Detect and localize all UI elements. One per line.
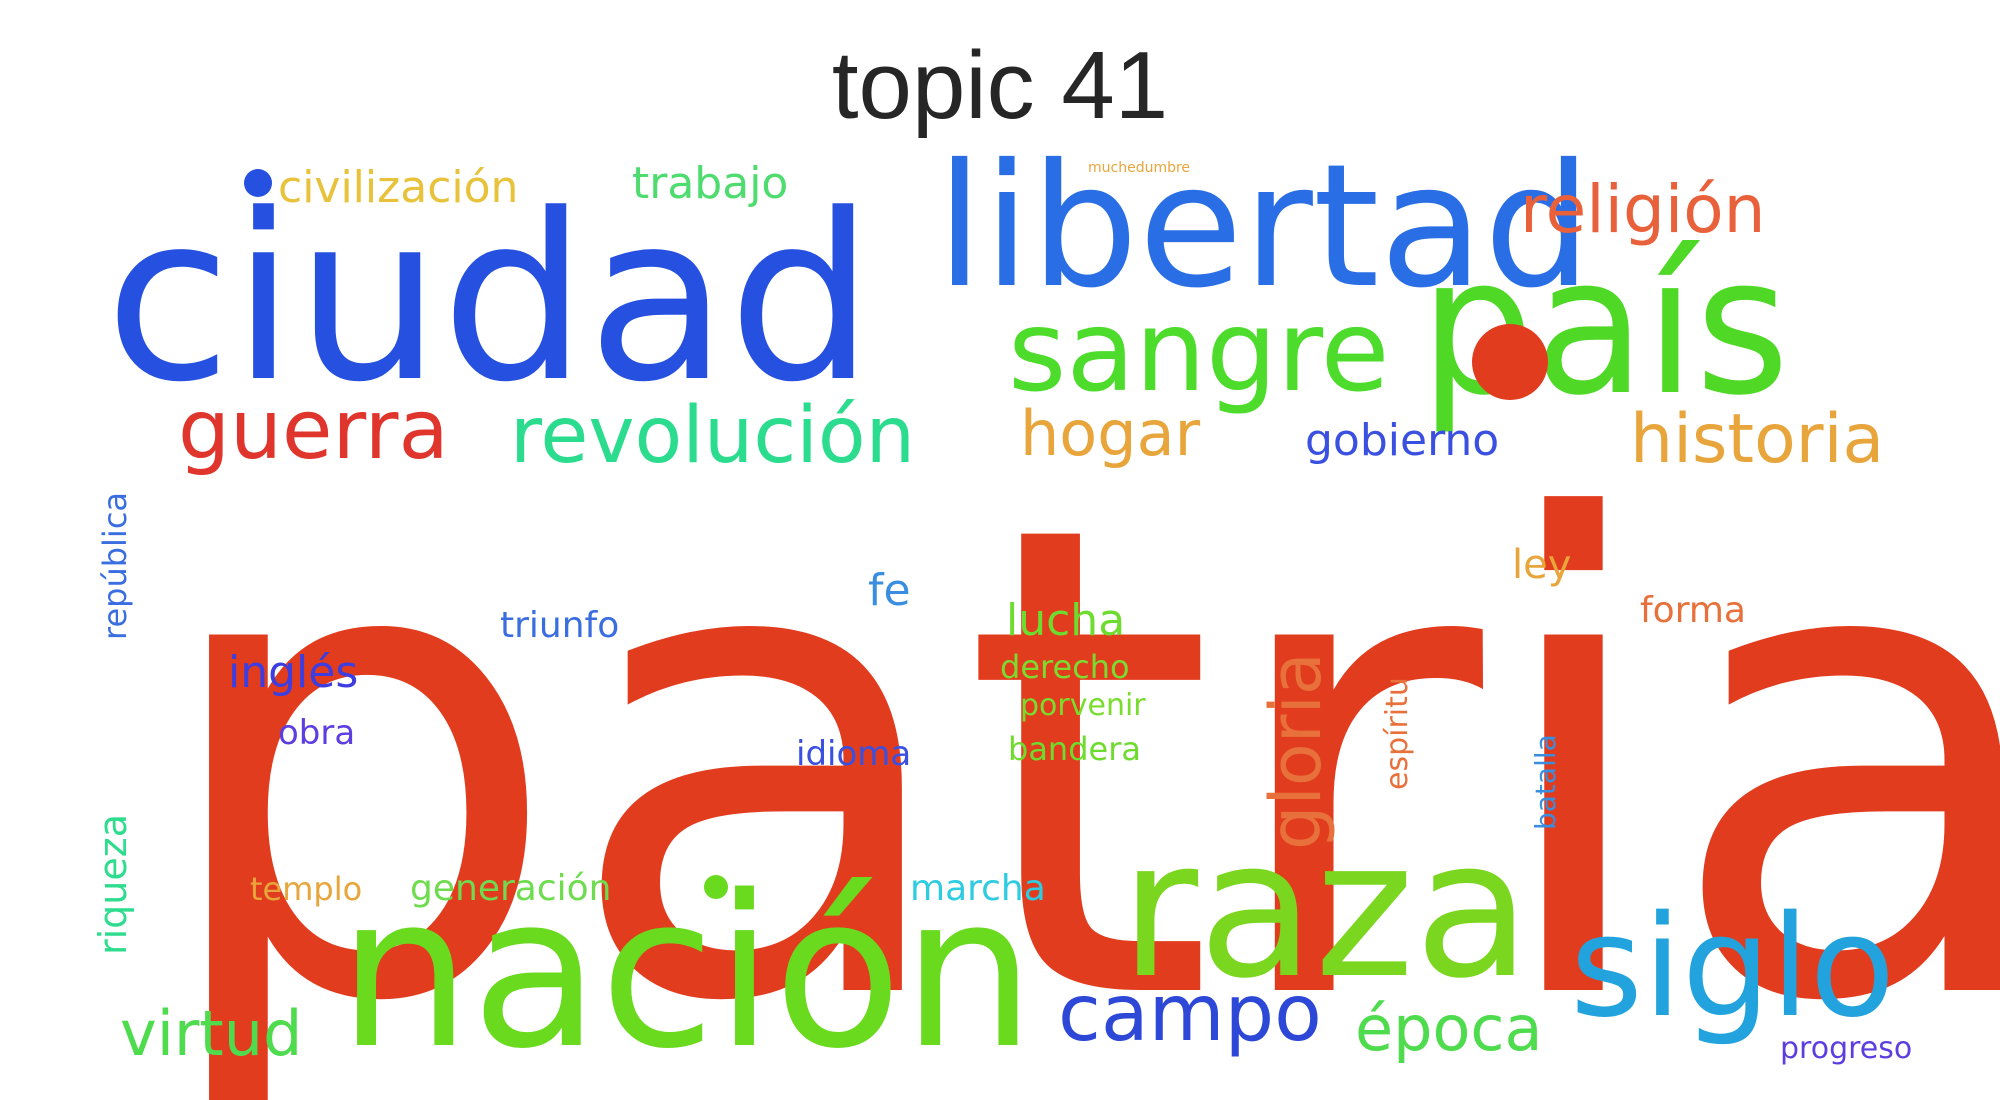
word-hogar: hogar xyxy=(1020,397,1201,470)
word-ciudad: ciudad xyxy=(105,166,874,433)
word-gobierno: gobierno xyxy=(1305,415,1499,466)
word-ley: ley xyxy=(1512,542,1571,588)
dot-mark-2 xyxy=(1472,324,1548,400)
word-civilizacion: civilización xyxy=(278,162,518,213)
word-bandera: bandera xyxy=(1008,730,1141,768)
word-pais: país xyxy=(1420,216,1789,437)
dot-mark-1 xyxy=(244,169,272,197)
word-batalla: batalla xyxy=(1529,734,1562,830)
word-raza: raza xyxy=(1120,799,1531,1020)
word-ingles: inglés xyxy=(228,647,358,698)
word-guerra: guerra xyxy=(178,383,449,478)
word-campo: campo xyxy=(1058,969,1322,1059)
word-progreso: progreso xyxy=(1780,1031,1912,1066)
chart-title: topic 41 xyxy=(831,32,1169,139)
word-virtud: virtud xyxy=(120,997,302,1070)
word-porvenir: porvenir xyxy=(1020,688,1146,723)
word-templo: templo xyxy=(250,870,362,908)
word-forma: forma xyxy=(1640,590,1746,631)
word-idioma: idioma xyxy=(796,734,911,774)
word-epoca: época xyxy=(1355,992,1543,1065)
word-muchedumbre: muchedumbre xyxy=(1088,160,1190,176)
word-lucha: lucha xyxy=(1006,595,1125,646)
word-libertad: libertad xyxy=(936,128,1592,326)
word-patria: patria xyxy=(150,388,2000,1100)
word-riqueza: riqueza xyxy=(91,814,135,955)
word-derecho: derecho xyxy=(1000,648,1130,686)
word-espiritu: espíritu xyxy=(1380,677,1415,790)
word-fe: fe xyxy=(868,565,911,616)
word-marcha: marcha xyxy=(910,868,1046,909)
word-trabajo: trabajo xyxy=(632,158,788,209)
word-religion: religión xyxy=(1520,171,1765,248)
word-historia: historia xyxy=(1630,400,1884,479)
word-triunfo: triunfo xyxy=(500,605,619,646)
word-sangre: sangre xyxy=(1008,287,1390,417)
word-revolucion: revolución xyxy=(510,391,915,481)
word-gloria: gloria xyxy=(1255,652,1337,850)
dot-mark-3 xyxy=(704,875,728,899)
word-nacion: nación xyxy=(338,850,1035,1095)
word-generacion: generación xyxy=(410,868,611,909)
word-obra: obra xyxy=(278,713,355,753)
word-siglo: siglo xyxy=(1570,886,1895,1049)
word-republica: república xyxy=(96,492,134,640)
